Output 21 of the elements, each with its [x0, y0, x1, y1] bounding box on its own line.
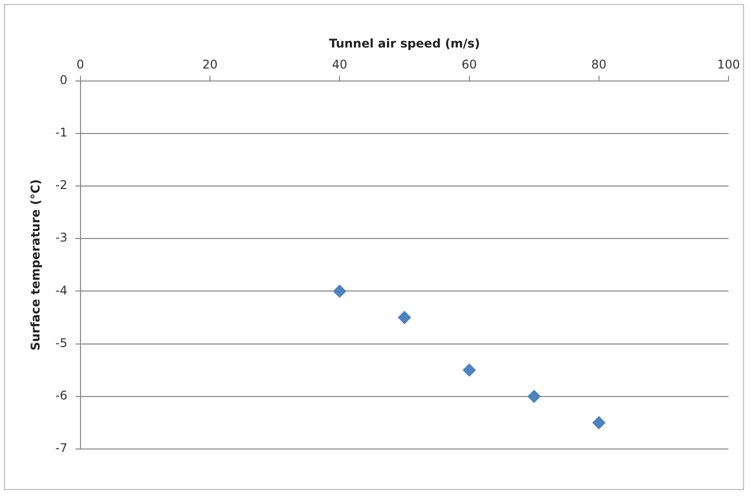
point [462, 364, 476, 377]
y-tick-label: -4 [55, 283, 68, 298]
y-tick-label: 0 [60, 72, 68, 87]
y-tick-label: -2 [55, 178, 68, 192]
x-tick-label: 80 [591, 58, 607, 72]
y-axis-title: Surface temperature (°C) [28, 179, 42, 351]
point [398, 311, 411, 324]
x-tick-label: 60 [462, 58, 477, 72]
y-tick-label: -1 [55, 126, 68, 140]
point [592, 416, 606, 430]
x-tick-label: 0 [76, 58, 84, 72]
point [528, 390, 541, 403]
x-tick-label: 20 [202, 58, 218, 72]
y-tick-label: -5 [55, 336, 68, 350]
y-tick-label: -7 [55, 441, 68, 456]
x-tick-label: 100 [717, 58, 740, 72]
x-axis-title: Tunnel air speed (m/s) [328, 36, 480, 50]
point [333, 284, 346, 298]
y-tick-label: -3 [55, 230, 68, 245]
y-tick-label: -6 [55, 388, 68, 403]
x-tick-label: 40 [332, 58, 348, 72]
